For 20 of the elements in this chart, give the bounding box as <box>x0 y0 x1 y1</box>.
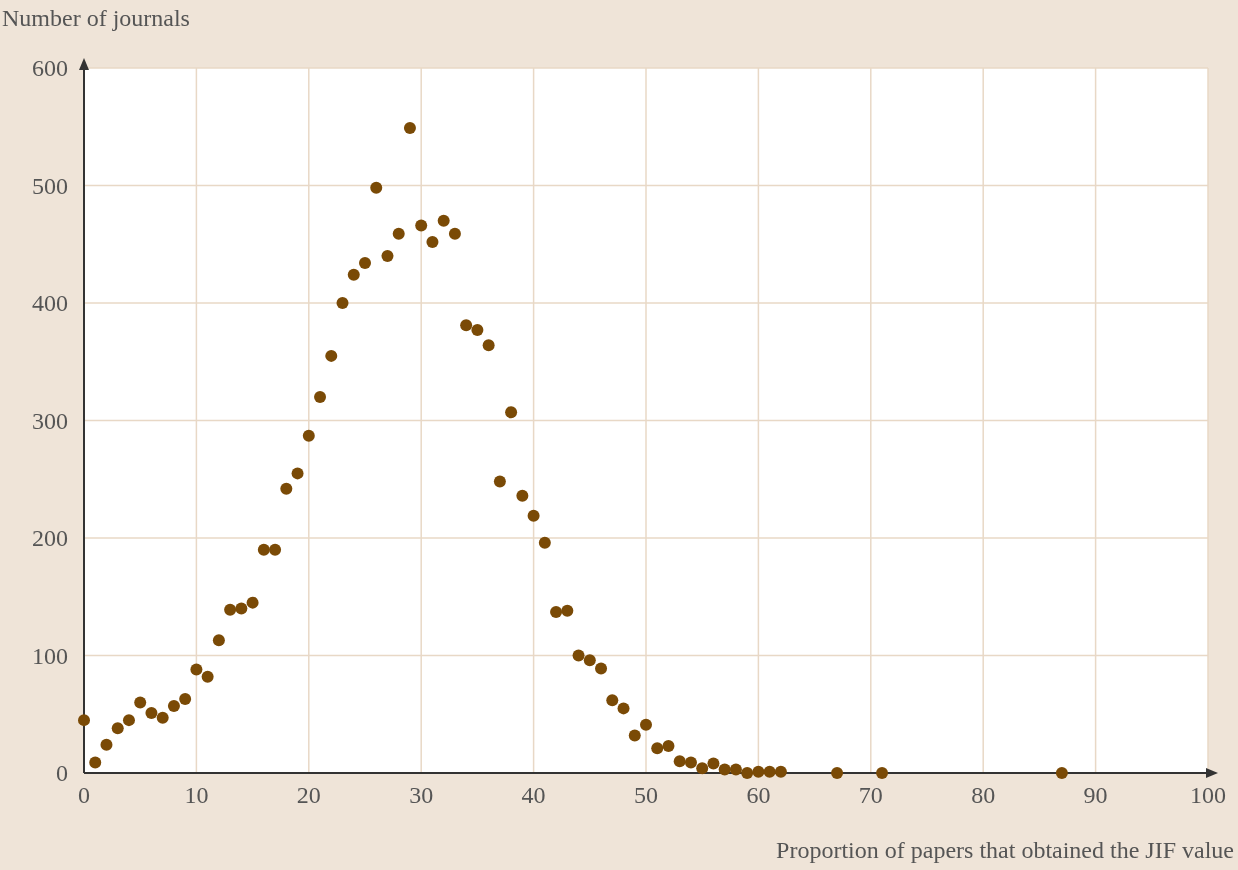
x-tick-label: 80 <box>971 782 996 808</box>
x-tick-label: 90 <box>1083 782 1108 808</box>
x-tick-label: 60 <box>746 782 771 808</box>
x-tick-label: 70 <box>858 782 883 808</box>
x-tick-label: 20 <box>296 782 321 808</box>
y-tick-label: 400 <box>32 290 68 316</box>
x-tick-label: 50 <box>634 782 658 808</box>
x-tick-label: 0 <box>78 782 90 808</box>
x-tick-label: 40 <box>521 782 546 808</box>
x-tick-label: 10 <box>184 782 209 808</box>
x-axis-title: Proportion of papers that obtained the JIF value <box>776 837 1234 863</box>
y-tick-label: 300 <box>32 407 68 434</box>
x-tick-label: 100 <box>1190 782 1226 808</box>
y-axis-title: Number of journals <box>2 5 190 31</box>
y-tick-label: 100 <box>32 642 68 669</box>
x-tick-label: 30 <box>409 782 434 808</box>
y-tick-label: 0 <box>56 760 68 786</box>
y-tick-label: 200 <box>32 525 68 551</box>
y-tick-label: 500 <box>32 172 68 199</box>
y-tick-label: 600 <box>32 55 68 81</box>
